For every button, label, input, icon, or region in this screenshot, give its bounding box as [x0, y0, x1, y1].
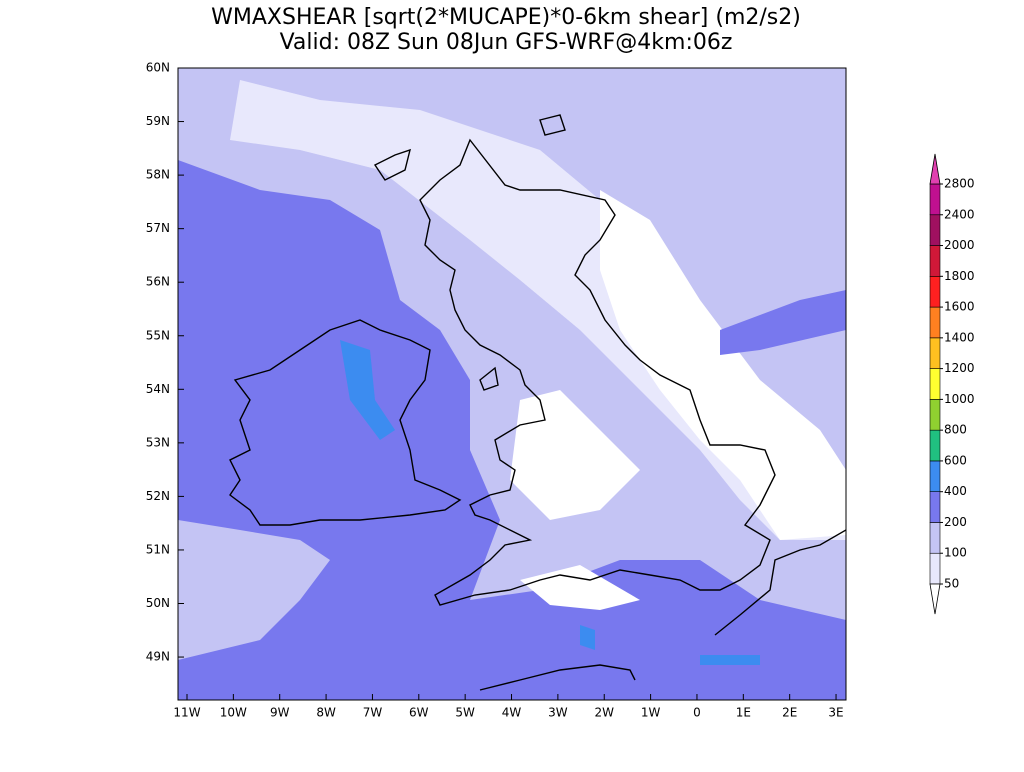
colorbar-segment [929, 276, 941, 308]
colorbar-label: 1600 [944, 300, 975, 314]
lat-tick-label: 52N [146, 489, 170, 503]
lon-tick-label: 6W [409, 706, 429, 720]
coastline-britain [419, 138, 776, 606]
colorbar: 50 100 200 400 600 800 1000 1200 1400 1600 1800 200… [929, 153, 975, 615]
field-low [600, 190, 846, 540]
lat-tick-label: 51N [146, 542, 170, 556]
colorbar-segment [929, 552, 941, 585]
colorbar-label: 1000 [944, 392, 975, 406]
lat-tick-label: 60N [146, 61, 170, 75]
colorbar-label: 800 [944, 423, 967, 437]
lat-tick-label: 58N [146, 168, 170, 182]
title: WMAXSHEAR [sqrt(2*MUCAPE)*0-6km shear] (… [211, 5, 801, 30]
coastline-france [479, 529, 846, 691]
colorbar-label: 1400 [944, 330, 975, 344]
field-400 [340, 340, 395, 440]
lon-tick-label: 3E [828, 706, 843, 720]
field-low [520, 565, 640, 610]
colorbar-label: 50 [944, 577, 959, 591]
lat-tick-label: 59N [146, 114, 170, 128]
colorbar-label: 2000 [944, 238, 975, 252]
field-100 [178, 520, 240, 640]
lat-tick-label: 49N [146, 650, 170, 664]
colorbar-segment [929, 337, 941, 369]
lon-tick-label: 9W [270, 706, 290, 720]
colorbar-label: 400 [944, 484, 967, 498]
colorbar-segment [929, 522, 941, 554]
colorbar-segment [929, 429, 941, 462]
colorbar-label: 2800 [944, 177, 975, 191]
lon-tick-label: 11W [173, 706, 200, 720]
lat-tick-label: 53N [146, 435, 170, 449]
map-field [178, 68, 846, 700]
lon-tick-label: 8W [316, 706, 336, 720]
field-200 [720, 290, 846, 355]
lon-tick-label: 5W [455, 706, 475, 720]
lon-tick-label: 2W [594, 706, 614, 720]
colorbar-label: 200 [944, 515, 967, 529]
colorbar-segment [929, 214, 941, 246]
axes: 60N 59N 58N 57N 56N 55N 54N 53N 52N 51N 50N 49N 11W 1… [146, 61, 844, 720]
lat-tick-label: 50N [146, 596, 170, 610]
colorbar-segment [929, 183, 941, 216]
lat-tick-label: 56N [146, 275, 170, 289]
colorbar-over [929, 153, 941, 185]
colorbar-label: 100 [944, 546, 967, 560]
lon-tick-label: 0 [693, 706, 701, 720]
lon-tick-label: 10W [220, 706, 247, 720]
lat-tick-label: 54N [146, 382, 170, 396]
colorbar-segment [929, 460, 941, 492]
colorbar-segment [929, 368, 941, 400]
lat-tick-label: 55N [146, 328, 170, 342]
field-200 [178, 160, 846, 700]
colorbar-label: 1800 [944, 269, 975, 283]
lon-tick-label: 1W [641, 706, 661, 720]
colorbar-label: 600 [944, 453, 967, 467]
field-400 [580, 625, 760, 665]
colorbar-segment [929, 245, 941, 277]
colorbar-segment [929, 491, 941, 523]
lon-tick-label: 7W [363, 706, 383, 720]
colorbar-segment [929, 399, 941, 431]
subtitle: Valid: 08Z Sun 08Jun GFS-WRF@4km:06z [280, 30, 733, 55]
lon-tick-label: 1E [736, 706, 751, 720]
lat-tick-label: 57N [146, 221, 170, 235]
field-low [510, 390, 640, 520]
coastline-islands [373, 114, 566, 391]
colorbar-segment [929, 306, 941, 339]
lon-tick-label: 2E [782, 706, 797, 720]
coastline-ireland [229, 319, 462, 526]
colorbar-label: 2400 [944, 207, 975, 221]
colorbar-under [929, 583, 941, 615]
colorbar-label: 1200 [944, 361, 975, 375]
lon-tick-label: 4W [502, 706, 522, 720]
lon-tick-label: 3W [548, 706, 568, 720]
